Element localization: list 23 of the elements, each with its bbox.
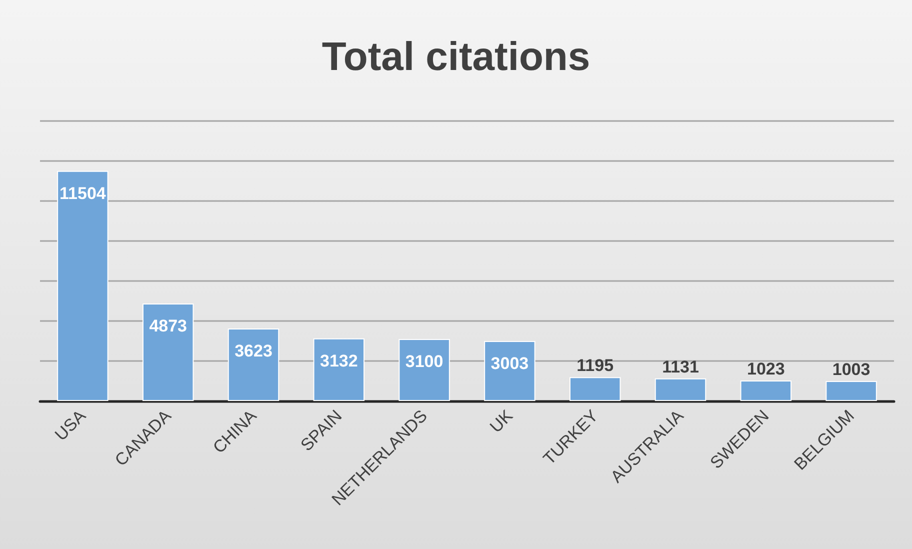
bar [57, 170, 108, 401]
x-tick-label: USA [51, 406, 90, 444]
data-label: 1131 [662, 357, 699, 376]
data-label: 4873 [149, 316, 188, 336]
bar [313, 338, 365, 401]
data-label: 1195 [576, 356, 614, 376]
data-label: 3623 [234, 342, 272, 361]
bar [826, 380, 877, 401]
data-label: 1003 [832, 360, 870, 379]
data-label: 3132 [320, 351, 358, 370]
x-tick-label: UK [486, 406, 517, 436]
bar [228, 328, 280, 401]
bar [142, 304, 194, 401]
bar [740, 380, 792, 401]
chart-title: Total citations [322, 35, 590, 79]
data-label: 3100 [405, 352, 444, 371]
data-label: 1023 [746, 360, 785, 379]
data-label: 11504 [60, 184, 106, 203]
bar [398, 339, 450, 401]
bar [569, 377, 621, 401]
data-label: 3003 [490, 354, 529, 373]
bar [654, 378, 706, 401]
bar [484, 340, 536, 401]
